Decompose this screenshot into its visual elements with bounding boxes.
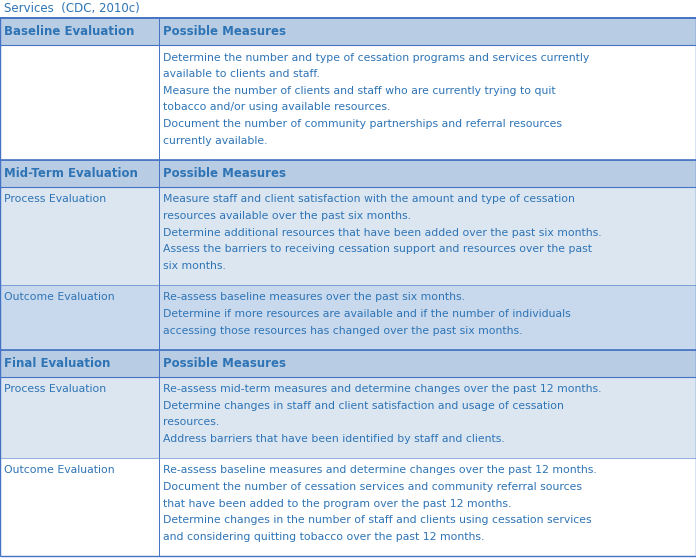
Text: Determine changes in the number of staff and clients using cessation services: Determine changes in the number of staff… — [163, 516, 592, 525]
Text: Document the number of cessation services and community referral sources: Document the number of cessation service… — [163, 482, 582, 492]
Text: Services  (CDC, 2010c): Services (CDC, 2010c) — [4, 2, 140, 15]
Text: currently available.: currently available. — [163, 136, 267, 146]
Text: Determine additional resources that have been added over the past six months.: Determine additional resources that have… — [163, 228, 601, 238]
Text: Re-assess baseline measures and determine changes over the past 12 months.: Re-assess baseline measures and determin… — [163, 465, 596, 475]
Text: tobacco and/or using available resources.: tobacco and/or using available resources… — [163, 103, 390, 112]
Text: resources available over the past six months.: resources available over the past six mo… — [163, 211, 411, 221]
Text: Possible Measures: Possible Measures — [163, 167, 285, 180]
Text: six months.: six months. — [163, 261, 226, 271]
Bar — [0, 458, 696, 556]
Text: Re-assess baseline measures over the past six months.: Re-assess baseline measures over the pas… — [163, 292, 465, 302]
Text: Possible Measures: Possible Measures — [163, 25, 285, 38]
Bar — [0, 187, 696, 285]
Text: Outcome Evaluation: Outcome Evaluation — [4, 292, 115, 302]
Text: Final Evaluation: Final Evaluation — [4, 357, 111, 369]
Text: Address barriers that have been identified by staff and clients.: Address barriers that have been identifi… — [163, 434, 505, 444]
Text: that have been added to the program over the past 12 months.: that have been added to the program over… — [163, 499, 511, 509]
Bar — [0, 45, 696, 160]
Text: Process Evaluation: Process Evaluation — [4, 384, 106, 394]
Text: Measure staff and client satisfaction with the amount and type of cessation: Measure staff and client satisfaction wi… — [163, 194, 575, 204]
Text: available to clients and staff.: available to clients and staff. — [163, 69, 319, 79]
Text: accessing those resources has changed over the past six months.: accessing those resources has changed ov… — [163, 325, 522, 335]
Text: and considering quitting tobacco over the past 12 months.: and considering quitting tobacco over th… — [163, 532, 484, 542]
Bar — [0, 18, 696, 45]
Text: Determine if more resources are available and if the number of individuals: Determine if more resources are availabl… — [163, 309, 571, 319]
Text: Mid-Term Evaluation: Mid-Term Evaluation — [4, 167, 138, 180]
Text: Assess the barriers to receiving cessation support and resources over the past: Assess the barriers to receiving cessati… — [163, 244, 592, 254]
Text: Measure the number of clients and staff who are currently trying to quit: Measure the number of clients and staff … — [163, 86, 555, 96]
Bar — [0, 377, 696, 458]
Text: Outcome Evaluation: Outcome Evaluation — [4, 465, 115, 475]
Text: resources.: resources. — [163, 417, 219, 427]
Bar — [0, 349, 696, 377]
Text: Determine changes in staff and client satisfaction and usage of cessation: Determine changes in staff and client sa… — [163, 401, 564, 411]
Text: Baseline Evaluation: Baseline Evaluation — [4, 25, 134, 38]
Text: Possible Measures: Possible Measures — [163, 357, 285, 369]
Text: Process Evaluation: Process Evaluation — [4, 194, 106, 204]
Text: Document the number of community partnerships and referral resources: Document the number of community partner… — [163, 119, 562, 129]
Bar — [0, 285, 696, 349]
Bar — [0, 160, 696, 187]
Text: Re-assess mid-term measures and determine changes over the past 12 months.: Re-assess mid-term measures and determin… — [163, 384, 601, 394]
Text: Determine the number and type of cessation programs and services currently: Determine the number and type of cessati… — [163, 52, 589, 62]
